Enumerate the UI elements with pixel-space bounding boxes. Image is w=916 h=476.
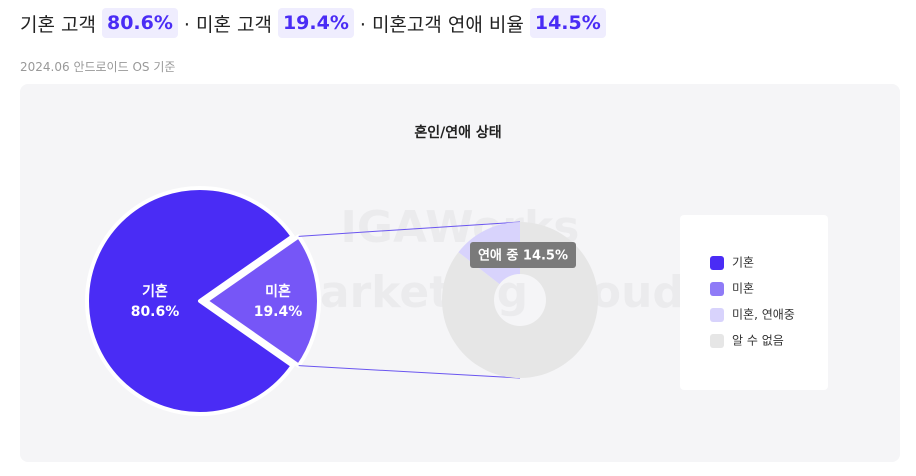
legend-label: 기혼 xyxy=(732,256,754,270)
pie-slice xyxy=(85,186,295,416)
highlight: 14.5% xyxy=(529,8,606,38)
slice-label: 미혼 xyxy=(265,283,291,300)
legend-label: 미혼 xyxy=(732,282,754,296)
slice-value: 80.6% xyxy=(131,304,180,320)
title-text: 기혼 고객 xyxy=(20,13,96,36)
legend-swatch xyxy=(710,282,724,296)
title-text: · 미혼고객 연애 비율 xyxy=(359,13,524,36)
highlight: 80.6% xyxy=(101,8,178,38)
legend-label: 알 수 없음 xyxy=(732,334,784,348)
legend-box xyxy=(680,215,828,390)
legend-label: 미혼, 연애중 xyxy=(732,308,795,322)
connector xyxy=(298,221,521,237)
tooltip: 연애 중 14.5% xyxy=(478,248,568,264)
chart-title: 혼인/연애 상태 xyxy=(414,124,501,141)
subtitle: 2024.06 안드로이드 OS 기준 xyxy=(20,60,176,74)
highlight: 19.4% xyxy=(277,8,354,38)
legend-swatch xyxy=(710,256,724,270)
title-text: · 미혼 고객 xyxy=(183,13,272,36)
slice-label: 기혼 xyxy=(142,283,168,300)
header: 기혼 고객 80.6% · 미혼 고객 19.4% · 미혼고객 연애 비율 1… xyxy=(20,8,606,38)
legend-swatch xyxy=(710,334,724,348)
tooltip-box xyxy=(470,242,576,268)
pie-slice xyxy=(204,234,321,368)
legend-swatch xyxy=(710,308,724,322)
connector xyxy=(298,365,521,379)
slice-value: 19.4% xyxy=(254,304,303,320)
